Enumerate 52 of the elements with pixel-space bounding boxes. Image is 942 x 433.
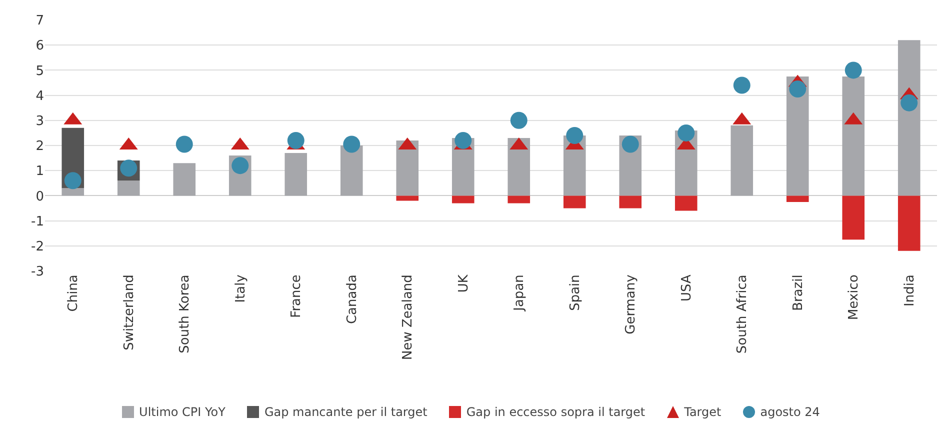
x-tick-label: Japan — [512, 274, 528, 312]
y-tick-label: -1 — [31, 214, 44, 230]
x-tick-label: Germany — [624, 274, 639, 334]
y-tick-label: -2 — [31, 239, 44, 254]
y-tick-label: 5 — [36, 64, 44, 79]
bar — [173, 163, 196, 196]
x-tick-label: China — [66, 274, 82, 312]
x-tick-label: UK — [456, 274, 472, 293]
x-tick-label: Canada — [344, 274, 360, 324]
y-tick-label: 3 — [36, 114, 44, 129]
x-tick-label: New Zealand — [400, 274, 416, 360]
legend-label: Gap mancante per il target — [264, 405, 428, 419]
x-tick-label: Spain — [568, 274, 583, 311]
bar — [62, 188, 84, 196]
bar — [508, 196, 530, 204]
bar — [508, 138, 530, 196]
y-tick-label: -3 — [31, 264, 44, 280]
bar — [842, 196, 865, 240]
bar — [452, 196, 474, 204]
legend-label: Ultimo CPI YoY — [139, 405, 226, 419]
bar — [786, 196, 809, 202]
legend-label: Gap in eccesso sopra il target — [466, 405, 646, 419]
bar — [730, 125, 754, 196]
legend-label: agosto 24 — [760, 405, 820, 419]
bar — [340, 146, 363, 196]
x-tick-label: Brazil — [790, 274, 806, 311]
x-tick-label: South Africa — [735, 274, 750, 354]
y-tick-label: 4 — [36, 88, 44, 104]
bar — [786, 76, 809, 196]
x-tick-label: USA — [679, 274, 694, 302]
bar — [674, 196, 698, 211]
bar — [284, 153, 308, 196]
x-tick-label: Switzerland — [122, 274, 137, 350]
bar — [898, 196, 920, 251]
bar — [898, 40, 920, 196]
bar — [396, 140, 419, 196]
y-tick-label: 0 — [36, 189, 44, 204]
y-tick-label: 7 — [36, 14, 44, 29]
y-tick-label: 2 — [36, 139, 44, 154]
x-tick-label: South Korea — [178, 274, 193, 354]
y-tick-label: 6 — [36, 38, 44, 54]
x-tick-label: India — [902, 274, 918, 307]
bar — [396, 196, 419, 201]
bar — [117, 180, 140, 196]
legend-label: Target — [684, 405, 722, 419]
bar — [619, 196, 642, 208]
bar — [563, 196, 586, 208]
x-tick-label: Italy — [233, 274, 248, 303]
x-tick-label: Mexico — [846, 274, 862, 320]
y-tick-label: 1 — [36, 164, 44, 180]
x-tick-label: France — [289, 274, 304, 318]
bar — [842, 76, 865, 196]
